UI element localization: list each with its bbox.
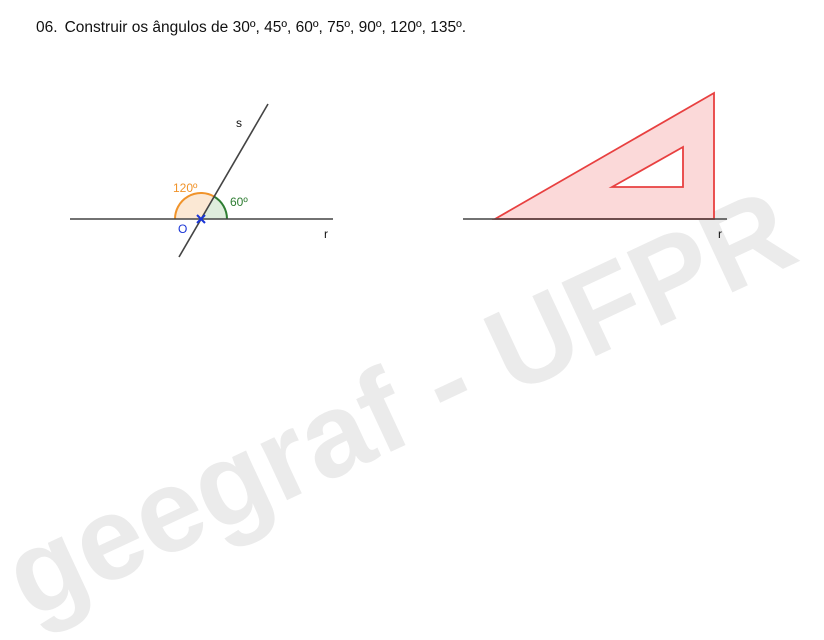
exercise-text: Construir os ângulos de 30º, 45º, 60º, 7… (64, 19, 467, 36)
right-set-square-construction: r (463, 91, 727, 241)
angle-60-label: 60º (230, 195, 248, 209)
angle-60-arc (213, 195, 228, 220)
line-r-label-right: r (718, 227, 722, 241)
line-r-label-left: r (324, 227, 328, 241)
exercise-number: 06. (36, 19, 58, 36)
set-square-inner-cutout (608, 145, 684, 188)
angle-120-label: 120º (173, 181, 198, 195)
line-s-label: s (236, 116, 242, 130)
exercise-statement: 06. Construir os ângulos de 30º, 45º, 60º… (36, 19, 466, 37)
angle-120-arc (174, 192, 215, 220)
left-angle-construction: s r O 120º 60º (70, 103, 333, 258)
point-o-label: O (178, 222, 187, 236)
line-s (178, 103, 269, 258)
point-o-marker (196, 214, 206, 224)
